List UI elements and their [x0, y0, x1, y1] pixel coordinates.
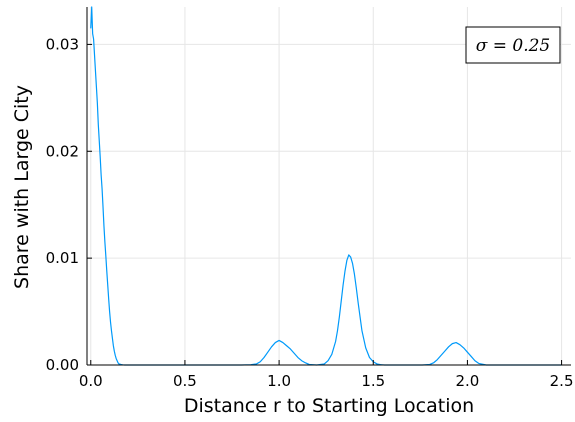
legend-label: σ = 0.25: [476, 36, 551, 56]
x-tick-label: 0.0: [79, 372, 103, 390]
y-axis-title: Share with Large City: [11, 85, 33, 289]
x-tick-label: 1.0: [267, 372, 291, 390]
y-tick-label: 0.01: [46, 249, 79, 267]
x-tick-label: 2.0: [455, 372, 479, 390]
x-tick-label: 0.5: [173, 372, 197, 390]
series-layer: [90, 6, 562, 366]
y-tick-label: 0.02: [46, 142, 79, 160]
x-ticks: 0.0 0.5 1.0 1.5 2.0 2.5: [79, 360, 574, 390]
x-tick-label: 1.5: [361, 372, 385, 390]
legend-box: [465, 26, 561, 64]
x-tick-label: 2.5: [550, 372, 574, 390]
series-line: [90, 6, 562, 366]
x-axis-title: Distance r to Starting Location: [184, 395, 474, 417]
y-ticks: 0.00 0.01 0.02 0.03: [46, 35, 92, 374]
axes: [86, 7, 571, 366]
legend: σ = 0.25: [465, 26, 561, 64]
y-tick-label: 0.03: [46, 35, 79, 53]
y-tick-label: 0.00: [46, 356, 79, 374]
